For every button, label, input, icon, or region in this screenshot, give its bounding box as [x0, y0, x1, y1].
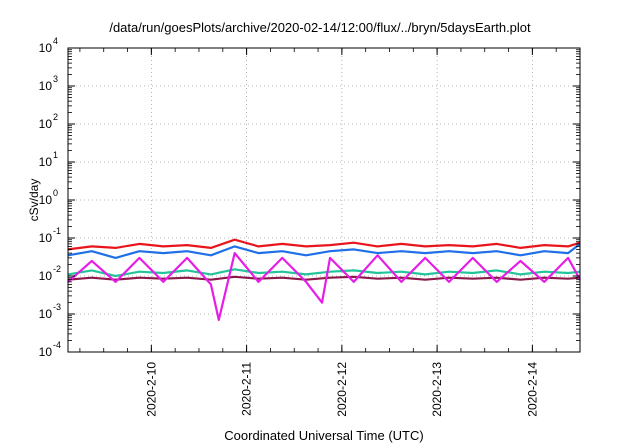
y-tick-exponent: 4	[53, 36, 58, 46]
y-tick-base: 10	[39, 231, 53, 245]
y-tick-label: 10	[39, 193, 53, 207]
x-tick-label: 2020-2-10	[144, 362, 158, 417]
y-axis-label: cSv/day	[27, 179, 41, 222]
y-tick-base: 10	[39, 117, 53, 131]
x-axis-label: Coordinated Universal Time (UTC)	[224, 428, 424, 443]
y-tick-label: 10	[39, 307, 53, 321]
x-tick-label: 2020-2-11	[240, 362, 254, 416]
y-tick-base: 10	[39, 269, 53, 283]
chart-title: /data/run/goesPlots/archive/2020-02-14/1…	[109, 20, 531, 35]
y-tick-exponent: -2	[53, 264, 61, 274]
grid	[68, 48, 580, 352]
x-tick-label: 2020-2-13	[430, 362, 444, 417]
series-group	[67, 238, 581, 321]
y-tick-label: 10	[39, 41, 53, 55]
series-line-4	[67, 275, 581, 281]
y-tick-label: 10	[39, 345, 53, 359]
y-tick-label: 10	[39, 269, 53, 283]
y-tick-label: 10	[39, 79, 53, 93]
y-tick-exponent: 3	[53, 74, 58, 84]
x-tick-label: 2020-2-14	[525, 362, 539, 417]
y-tick-base: 10	[39, 155, 53, 169]
y-tick-base: 10	[39, 307, 53, 321]
series-line-2	[67, 243, 581, 259]
series-line-1	[67, 238, 581, 251]
y-tick-exponent: -1	[53, 226, 61, 236]
y-tick-exponent: -3	[53, 302, 61, 312]
y-tick-base: 10	[39, 193, 53, 207]
y-tick-label: 10	[39, 155, 53, 169]
y-tick-exponent: -4	[53, 340, 61, 350]
y-tick-label: 10	[39, 117, 53, 131]
y-tick-exponent: 0	[53, 188, 58, 198]
x-tick-label: 2020-2-12	[335, 362, 349, 417]
y-tick-base: 10	[39, 345, 53, 359]
y-tick-exponent: 1	[53, 150, 58, 160]
y-tick-base: 10	[39, 41, 53, 55]
series-line-5	[67, 252, 581, 321]
y-tick-base: 10	[39, 79, 53, 93]
y-tick-label: 10	[39, 231, 53, 245]
y-tick-exponent: 2	[53, 112, 58, 122]
